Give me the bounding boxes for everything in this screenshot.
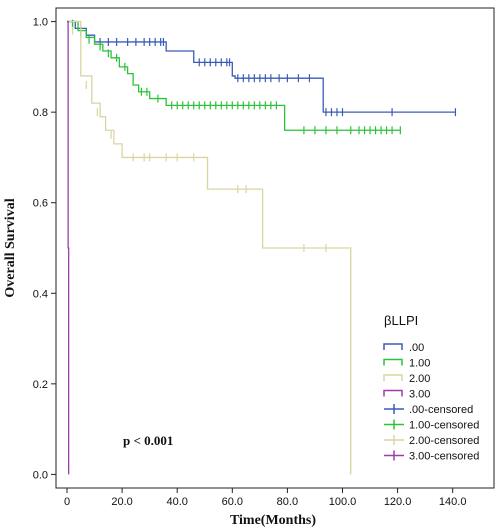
x-tick-label: 20.0 xyxy=(111,496,132,508)
survival-curve-1p00 xyxy=(67,20,401,131)
survival-curve-3p00 xyxy=(67,20,70,475)
legend-item: .00 xyxy=(383,342,424,354)
x-tick-label: 80.0 xyxy=(277,496,298,508)
x-axis: 0 20.0 40.0 60.0 80.0 100.0 120.0 140.0 xyxy=(64,488,466,508)
y-tick-label: 0.2 xyxy=(33,379,48,391)
legend-item: .00-censored xyxy=(384,404,473,416)
legend-label: 1.00-censored xyxy=(409,420,479,432)
p-value-annotation: p < 0.001 xyxy=(123,433,173,448)
legend-label: 2.00 xyxy=(409,373,430,385)
x-tick-label: 60.0 xyxy=(222,496,243,508)
legend: βLLPI .00 1.00 2.00 3.00 .00-censored 1.00-ce… xyxy=(383,313,479,463)
legend-label: 1.00 xyxy=(409,358,430,370)
x-tick-label: 40.0 xyxy=(166,496,187,508)
legend-label: .00-censored xyxy=(409,404,473,416)
y-axis-title: Overall Survival xyxy=(3,198,18,297)
legend-item: 2.00-censored xyxy=(384,435,479,447)
legend-item: 3.00 xyxy=(383,389,430,401)
legend-swatch xyxy=(383,374,403,381)
y-tick-label: 0.8 xyxy=(33,107,48,119)
legend-item: 3.00-censored xyxy=(384,450,479,463)
legend-label: 2.00-censored xyxy=(409,435,479,447)
x-axis-title: Time(Months) xyxy=(230,513,316,528)
legend-item: 1.00 xyxy=(383,358,430,370)
x-tick-label: 140.0 xyxy=(439,496,467,508)
survival-curve-p00 xyxy=(67,20,456,113)
legend-title: βLLPI xyxy=(384,313,418,328)
survival-curve-2p00 xyxy=(67,20,352,475)
x-tick-label: 100.0 xyxy=(329,496,357,508)
y-tick-label: 0.0 xyxy=(33,469,48,481)
y-tick-label: 0.4 xyxy=(33,288,48,300)
x-tick-label: 0 xyxy=(64,496,70,508)
legend-item: 1.00-censored xyxy=(384,419,479,432)
legend-swatch xyxy=(383,358,403,366)
y-axis: 0.0 0.2 0.4 0.6 0.8 1.0 xyxy=(33,17,56,481)
legend-item: 2.00 xyxy=(383,373,430,385)
legend-label: 3.00 xyxy=(409,389,430,401)
legend-label: .00 xyxy=(409,342,424,354)
legend-label: 3.00-censored xyxy=(409,451,479,463)
legend-swatch xyxy=(383,343,403,350)
x-tick-label: 120.0 xyxy=(384,496,412,508)
legend-swatch xyxy=(383,389,403,397)
y-tick-label: 1.0 xyxy=(33,17,48,29)
survival-curves xyxy=(67,19,457,475)
y-tick-label: 0.6 xyxy=(33,198,48,210)
